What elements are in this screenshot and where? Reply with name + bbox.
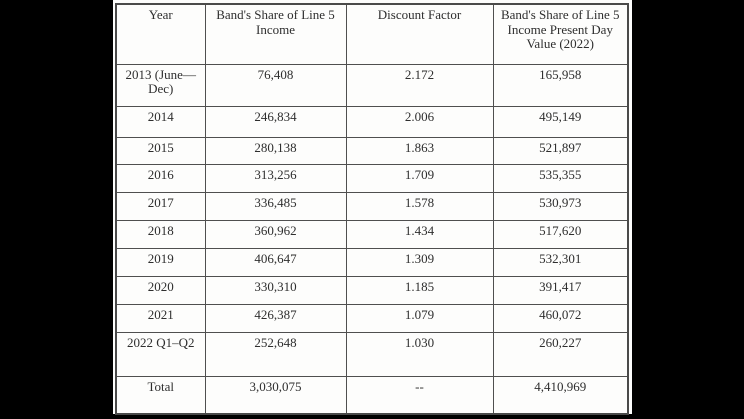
cell-present-day-value: 535,355	[492, 163, 629, 193]
cell-discount-factor: 1.185	[345, 275, 494, 305]
cell-present-day-value: 521,897	[492, 136, 629, 165]
column-header-present-day-value: Band's Share of Line 5 Income Present Da…	[492, 3, 629, 65]
column-header-year: Year	[115, 3, 206, 65]
cell-total-discount-factor: --	[345, 375, 494, 415]
cell-year: 2014	[115, 105, 206, 138]
cell-year: 2013 (June—Dec)	[115, 63, 206, 107]
table-row: 2017 336,485 1.578 530,973	[115, 191, 629, 221]
table-row: 2022 Q1–Q2 252,648 1.030 260,227	[115, 331, 629, 377]
cell-year: 2017	[115, 191, 206, 221]
cell-discount-factor: 1.578	[345, 191, 494, 221]
table-row-total: Total 3,030,075 -- 4,410,969	[115, 375, 629, 415]
cell-discount-factor: 1.079	[345, 303, 494, 333]
cell-year: 2022 Q1–Q2	[115, 331, 206, 377]
cell-discount-factor: 1.434	[345, 219, 494, 249]
cell-discount-factor: 1.709	[345, 163, 494, 193]
cell-total-present-day-value: 4,410,969	[492, 375, 629, 415]
cell-total-label: Total	[115, 375, 206, 415]
cell-present-day-value: 517,620	[492, 219, 629, 249]
cell-income: 360,962	[204, 219, 347, 249]
cell-income: 313,256	[204, 163, 347, 193]
cell-income: 280,138	[204, 136, 347, 165]
cell-present-day-value: 530,973	[492, 191, 629, 221]
cell-discount-factor: 1.309	[345, 247, 494, 277]
column-header-income: Band's Share of Line 5 Income	[204, 3, 347, 65]
table-row: 2020 330,310 1.185 391,417	[115, 275, 629, 305]
cell-present-day-value: 532,301	[492, 247, 629, 277]
cell-year: 2016	[115, 163, 206, 193]
cell-discount-factor: 2.172	[345, 63, 494, 107]
cell-present-day-value: 391,417	[492, 275, 629, 305]
cell-present-day-value: 460,072	[492, 303, 629, 333]
document-page: Year Band's Share of Line 5 Income Disco…	[113, 0, 632, 415]
cell-total-income: 3,030,075	[204, 375, 347, 415]
cell-income: 330,310	[204, 275, 347, 305]
cell-income: 336,485	[204, 191, 347, 221]
cell-year: 2020	[115, 275, 206, 305]
table-row: 2013 (June—Dec) 76,408 2.172 165,958	[115, 63, 629, 107]
table-row: 2016 313,256 1.709 535,355	[115, 163, 629, 193]
cell-discount-factor: 1.863	[345, 136, 494, 165]
cell-income: 406,647	[204, 247, 347, 277]
table-row: 2015 280,138 1.863 521,897	[115, 136, 629, 165]
cell-year: 2015	[115, 136, 206, 165]
table-row: 2018 360,962 1.434 517,620	[115, 219, 629, 249]
table-row: 2021 426,387 1.079 460,072	[115, 303, 629, 333]
income-present-value-table: Year Band's Share of Line 5 Income Disco…	[115, 3, 629, 415]
column-header-discount-factor: Discount Factor	[345, 3, 494, 65]
cell-present-day-value: 260,227	[492, 331, 629, 377]
cell-income: 246,834	[204, 105, 347, 138]
table-row: 2014 246,834 2.006 495,149	[115, 105, 629, 138]
cell-year: 2019	[115, 247, 206, 277]
cell-year: 2021	[115, 303, 206, 333]
table-header-row: Year Band's Share of Line 5 Income Disco…	[115, 3, 629, 65]
table-row: 2019 406,647 1.309 532,301	[115, 247, 629, 277]
cell-discount-factor: 2.006	[345, 105, 494, 138]
cell-income: 252,648	[204, 331, 347, 377]
cell-discount-factor: 1.030	[345, 331, 494, 377]
cell-income: 426,387	[204, 303, 347, 333]
cell-present-day-value: 495,149	[492, 105, 629, 138]
cell-present-day-value: 165,958	[492, 63, 629, 107]
cell-year: 2018	[115, 219, 206, 249]
cell-income: 76,408	[204, 63, 347, 107]
